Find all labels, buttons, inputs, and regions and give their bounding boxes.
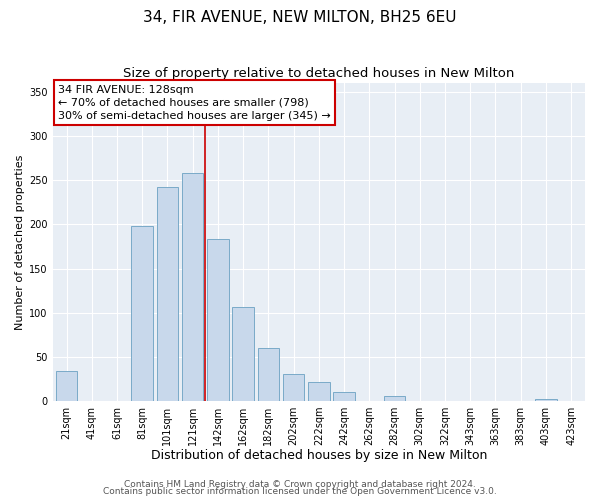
Text: 34, FIR AVENUE, NEW MILTON, BH25 6EU: 34, FIR AVENUE, NEW MILTON, BH25 6EU <box>143 10 457 25</box>
Title: Size of property relative to detached houses in New Milton: Size of property relative to detached ho… <box>123 68 515 80</box>
Bar <box>334 392 355 401</box>
Bar <box>207 240 229 401</box>
Bar <box>56 371 77 401</box>
Bar <box>535 399 557 401</box>
Bar <box>182 173 203 401</box>
Bar <box>384 396 405 401</box>
X-axis label: Distribution of detached houses by size in New Milton: Distribution of detached houses by size … <box>151 450 487 462</box>
Text: Contains public sector information licensed under the Open Government Licence v3: Contains public sector information licen… <box>103 487 497 496</box>
Bar <box>232 308 254 401</box>
Bar <box>131 226 153 401</box>
Text: 34 FIR AVENUE: 128sqm
← 70% of detached houses are smaller (798)
30% of semi-det: 34 FIR AVENUE: 128sqm ← 70% of detached … <box>58 84 331 121</box>
Bar <box>257 348 279 401</box>
Bar <box>283 374 304 401</box>
Y-axis label: Number of detached properties: Number of detached properties <box>15 154 25 330</box>
Bar <box>157 188 178 401</box>
Bar <box>308 382 329 401</box>
Text: Contains HM Land Registry data © Crown copyright and database right 2024.: Contains HM Land Registry data © Crown c… <box>124 480 476 489</box>
